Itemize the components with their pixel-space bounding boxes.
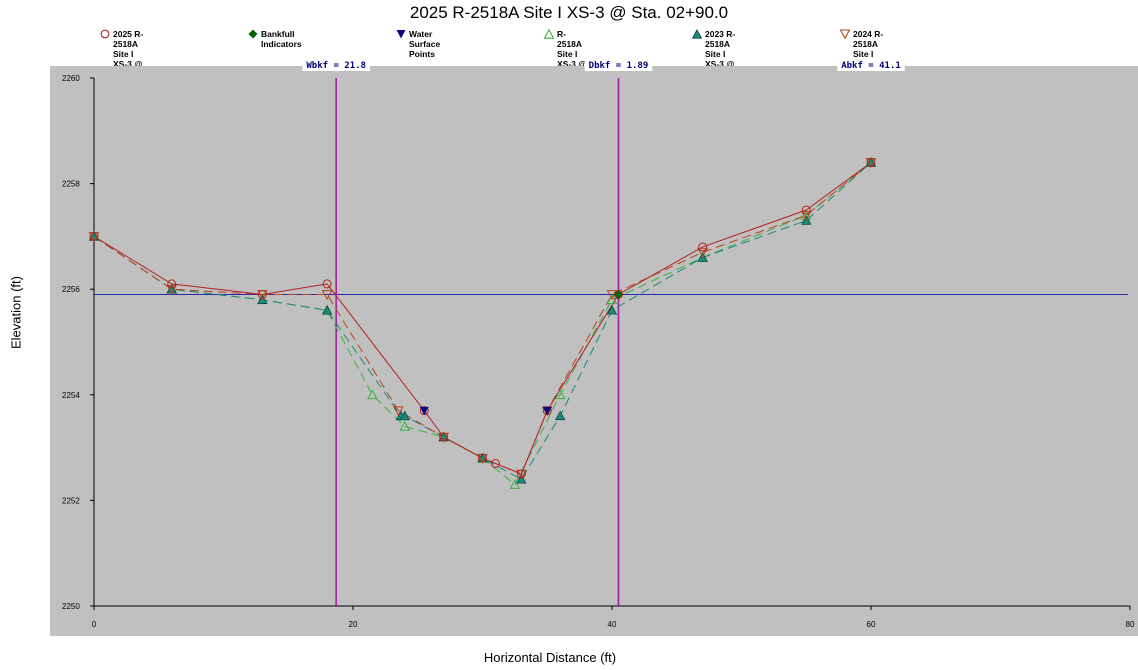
x-axis-label: Horizontal Distance (ft) [483,650,617,665]
series-line [93,162,872,475]
bankfull-indicator-point [613,289,623,299]
data-point [490,458,500,468]
x-tick-label: 40 [608,620,617,629]
data-point [698,242,708,252]
data-point [866,157,876,167]
data-point [167,279,177,289]
chart-title: 2025 R-2518A Site I XS-3 @ Sta. 02+90.0 [409,3,729,22]
legend-triangle-open-marker-icon [544,29,554,39]
legend-circle-marker-icon [100,29,110,39]
water-surface-point [419,406,429,416]
data-point [321,290,333,301]
vline-label: Wbkf = 21.8 [306,61,366,71]
data-point [697,247,708,258]
plot-background [50,66,1138,636]
y-tick-label: 2254 [62,391,80,400]
y-tick-label: 2260 [62,74,80,83]
vline-label-bg [302,60,370,71]
vline-label-bg [584,60,653,71]
legend-diamond-marker-icon [248,29,258,39]
x-tick-label: 60 [867,620,876,629]
annotation-label-bg [837,60,905,71]
data-point [554,389,566,400]
data-point [606,304,618,315]
data-point [89,231,99,241]
water-surface-point [542,406,552,416]
data-point [367,389,378,400]
data-point [478,453,487,463]
data-point [606,294,618,305]
y-tick-label: 2250 [62,602,80,611]
data-point [166,284,178,295]
y-tick-label: 2256 [62,285,80,294]
data-point [399,420,411,431]
x-tick-label: 80 [1126,620,1135,629]
data-point [321,304,333,315]
data-point [516,469,526,479]
data-point [392,406,404,417]
legend-triangle-down-open-marker-icon [840,29,850,39]
annotation-label: Abkf = 41.1 [841,61,901,71]
data-point [399,410,410,421]
data-point [800,210,812,221]
y-axis-label: Elevation (ft) [8,276,24,349]
data-point [322,279,332,289]
data-point [257,289,267,299]
legend-triangle-down-marker-icon [396,30,406,39]
data-point [555,410,566,421]
legend-triangle-filled-marker-icon [692,29,702,39]
y-tick-label: 2258 [62,180,80,189]
data-point [509,479,521,489]
data-point [439,432,449,442]
vline-label: Dbkf = 1.89 [589,61,649,71]
legend-label: Water Surface Points [409,29,441,59]
y-tick-label: 2252 [62,496,80,505]
x-tick-label: 20 [349,620,358,629]
legend-label: Bankfull Indicators [261,29,302,49]
data-point [801,205,811,215]
x-tick-label: 0 [92,620,97,629]
